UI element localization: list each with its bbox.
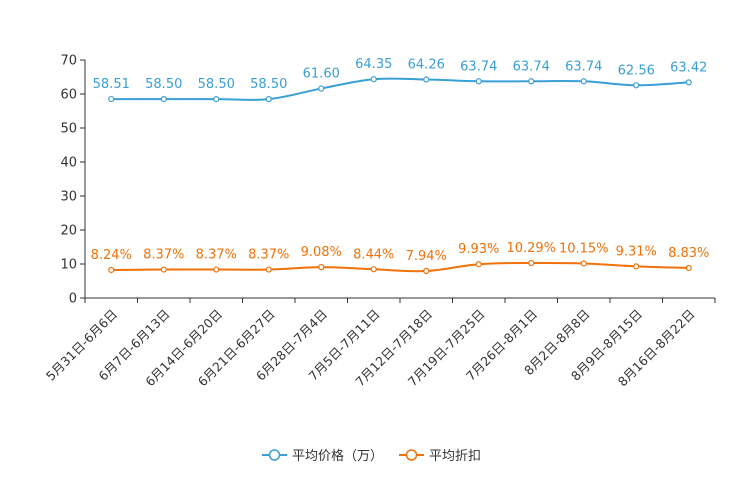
data-label-1: 7.94% (406, 249, 447, 264)
series-point-1 (370, 266, 377, 273)
legend-marker-1[interactable] (405, 449, 418, 461)
y-tick-label: 30 (60, 190, 77, 205)
data-label-0: 63.42 (670, 60, 707, 75)
series-point-1 (160, 266, 167, 273)
data-label-0: 62.56 (618, 63, 655, 78)
data-labels: 58.51 58.50 58.50 58.50 61.60 64.35 64.26 63.74… (91, 57, 710, 264)
series-line-1 (111, 261, 689, 273)
data-label-0: 63.74 (460, 59, 497, 74)
y-tick-label: 40 (60, 156, 77, 171)
data-label-0: 58.50 (250, 77, 287, 92)
legend[interactable]: 平均价格（万） 平均折扣 (262, 448, 481, 464)
series-lines (108, 76, 692, 275)
series-point-1 (318, 264, 325, 271)
series-point-0 (213, 95, 220, 103)
data-label-1: 8.37% (196, 248, 237, 263)
data-label-1: 10.15% (559, 241, 609, 256)
series-point-0 (475, 78, 482, 85)
y-tick-label: 50 (60, 122, 77, 137)
data-label-1: 8.37% (143, 248, 184, 263)
series-point-1 (528, 259, 535, 267)
series-point-0 (370, 76, 377, 83)
data-label-0: 63.74 (565, 59, 602, 74)
series-point-0 (108, 95, 115, 103)
series-point-0 (580, 78, 587, 85)
series-point-1 (108, 266, 115, 274)
series-point-0 (633, 82, 640, 89)
axes: 0102030405060705月31日-6月6日6月7日-6月13日6月14日… (43, 54, 716, 389)
data-label-1: 10.29% (506, 241, 556, 256)
series-point-1 (265, 266, 272, 273)
data-label-0: 64.26 (408, 58, 445, 73)
series-line-0 (111, 77, 689, 101)
legend-label-1[interactable]: 平均折扣 (429, 449, 481, 464)
series-point-0 (265, 95, 272, 103)
series-point-0 (528, 78, 535, 85)
y-tick-label: 60 (60, 88, 77, 103)
series-point-0 (160, 95, 167, 103)
data-label-0: 61.60 (303, 67, 340, 82)
data-label-1: 9.08% (301, 245, 342, 260)
data-label-1: 8.37% (248, 248, 289, 263)
series-point-1 (213, 266, 220, 273)
series-point-1 (423, 267, 430, 275)
y-tick-label: 10 (60, 258, 77, 273)
y-tick-label: 70 (60, 54, 77, 69)
series-point-0 (423, 76, 430, 83)
series-point-0 (685, 79, 692, 86)
data-label-0: 58.50 (198, 77, 235, 92)
legend-label-0[interactable]: 平均价格（万） (292, 448, 383, 464)
data-label-0: 58.50 (145, 77, 182, 92)
data-label-0: 64.35 (355, 57, 392, 72)
data-label-1: 9.31% (616, 244, 657, 259)
y-tick-label: 20 (60, 224, 77, 239)
data-label-1: 8.44% (353, 247, 394, 262)
series-point-1 (685, 264, 692, 272)
data-label-1: 8.83% (668, 246, 709, 261)
y-tick-label: 0 (69, 292, 77, 307)
data-label-0: 63.74 (513, 59, 550, 74)
data-label-1: 8.24% (91, 248, 132, 263)
series-point-1 (633, 263, 640, 270)
data-label-1: 9.93% (458, 242, 499, 257)
series-point-1 (580, 260, 587, 267)
series-point-0 (318, 85, 325, 92)
series-point-1 (475, 261, 482, 268)
data-label-0: 58.51 (93, 77, 130, 92)
legend-marker-0[interactable] (268, 449, 281, 461)
